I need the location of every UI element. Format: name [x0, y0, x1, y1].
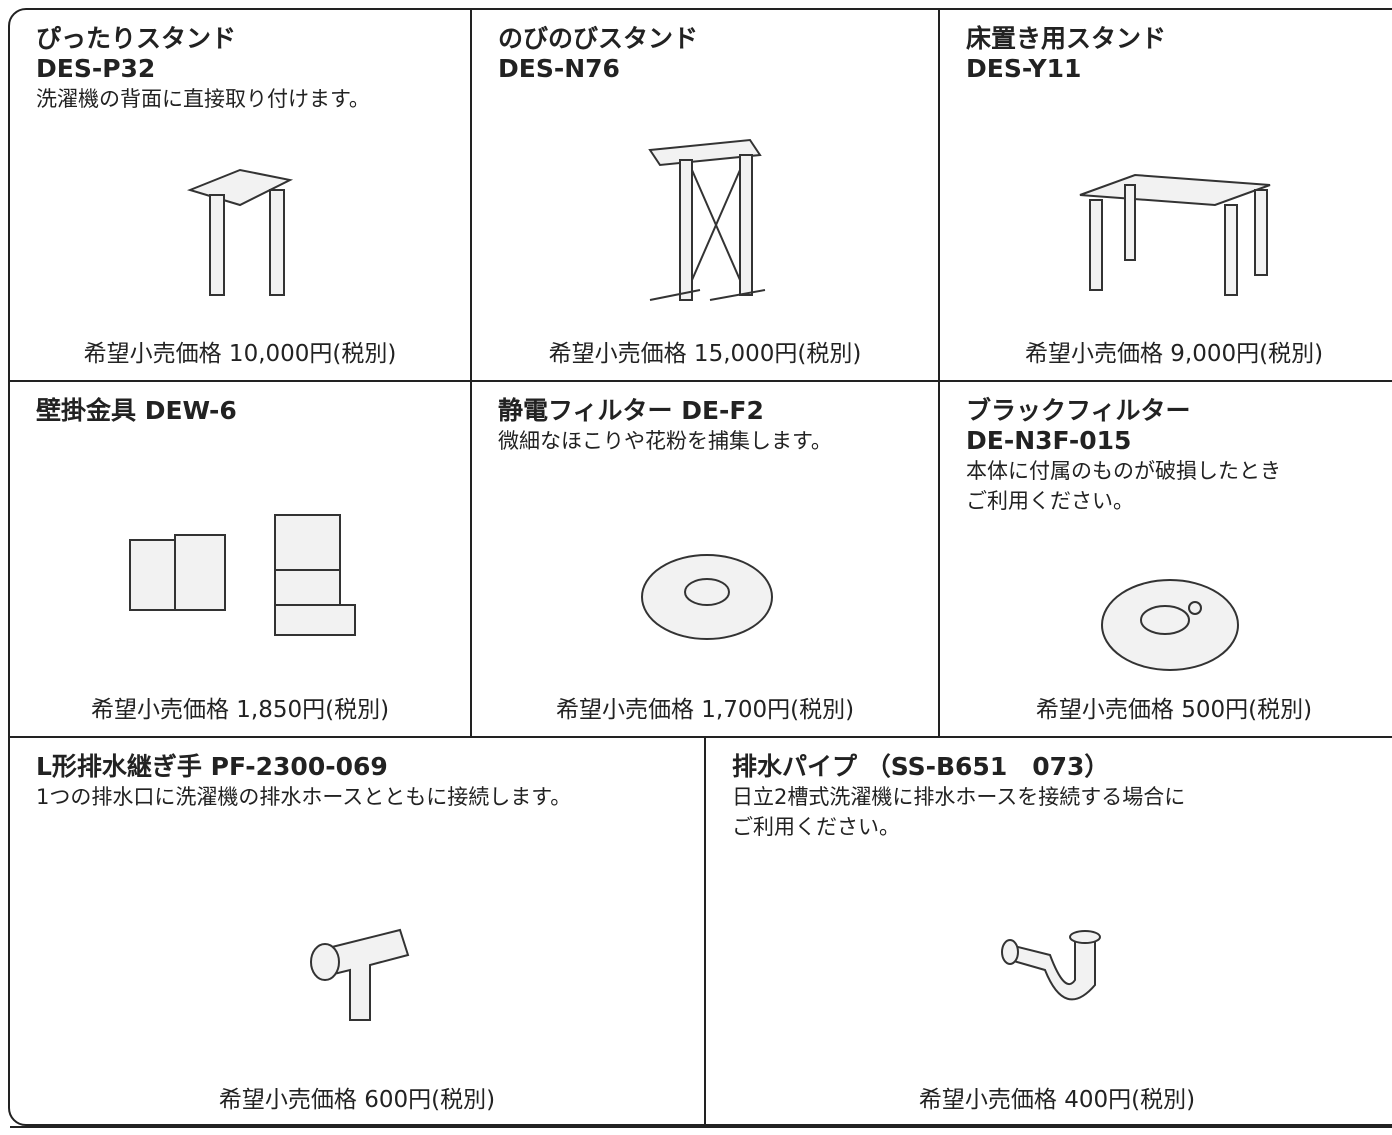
product-text: 壁掛金具 DEW-6 — [36, 396, 237, 426]
product-cell: ぴったりスタンド DES-P32 洗濯機の背面に直接取り付けます。希望小売価格 10… — [10, 10, 472, 382]
product-name: 静電フィルター DE-F2 — [498, 396, 764, 425]
product-description: ご利用ください。 — [966, 489, 1134, 513]
product-description: 微細なほこりや花粉を捕集します。 — [498, 429, 832, 453]
product-price: 希望小売価格 400円(税別) — [918, 1087, 1196, 1113]
product-name: ブラックフィルター — [966, 396, 1191, 425]
product-price: 希望小売価格 600円(税別) — [218, 1087, 496, 1113]
product-name: 床置き用スタンド — [966, 24, 1167, 53]
product-price: 希望小売価格 15,000円(税別) — [548, 341, 862, 367]
product-illustration — [648, 138, 766, 301]
product-cell: 壁掛金具 DEW-6 希望小売価格 1,850円(税別) — [10, 382, 472, 738]
product-cell: L形排水継ぎ手 PF-2300-069 1つの排水口に洗濯機の排水ホースとともに接… — [10, 738, 706, 1128]
product-name: ぴったりスタンド — [36, 24, 237, 53]
product-illustration — [1101, 579, 1239, 671]
product-text: 排水パイプ （SS-B651 073） 日立2槽式洗濯機に排水ホースを接続する場合… — [732, 752, 1185, 842]
product-text: のびのびスタンド DES-N76 — [498, 24, 698, 84]
frame — [8, 8, 1392, 1126]
product-price: 希望小売価格 1,700円(税別) — [555, 697, 855, 723]
product-illustration — [129, 514, 356, 636]
product-text: ぴったりスタンド DES-P32 洗濯機の背面に直接取り付けます。 — [36, 24, 370, 114]
product-illustration — [1001, 930, 1101, 1001]
product-name: DES-P32 — [36, 54, 156, 83]
product-description: 日立2槽式洗濯機に排水ホースを接続する場合に — [732, 785, 1186, 809]
product-name: L形排水継ぎ手 PF-2300-069 — [36, 752, 388, 781]
product-name: DES-N76 — [498, 54, 620, 83]
product-illustration — [310, 928, 410, 1021]
product-illustration — [186, 168, 294, 296]
product-text: L形排水継ぎ手 PF-2300-069 1つの排水口に洗濯機の排水ホースとともに接… — [36, 752, 571, 812]
product-text: ブラックフィルター DE-N3F-015 本体に付属のものが破損したとき ご利用くださ… — [966, 396, 1281, 516]
product-text: 静電フィルター DE-F2 微細なほこりや花粉を捕集します。 — [498, 396, 832, 456]
product-name: 排水パイプ （SS-B651 073） — [732, 752, 1110, 781]
product-price: 希望小売価格 1,850円(税別) — [90, 697, 390, 723]
product-price: 希望小売価格 10,000円(税別) — [83, 341, 397, 367]
product-description: ご利用ください。 — [732, 815, 900, 839]
product-price: 希望小売価格 500円(税別) — [1035, 697, 1313, 723]
product-cell: 排水パイプ （SS-B651 073） 日立2槽式洗濯機に排水ホースを接続する場合… — [706, 738, 1392, 1128]
product-cell: 静電フィルター DE-F2 微細なほこりや花粉を捕集します。希望小売価格 1,70… — [472, 382, 940, 738]
product-description: 本体に付属のものが破損したとき — [966, 459, 1281, 483]
product-description: 1つの排水口に洗濯機の排水ホースとともに接続します。 — [36, 785, 572, 809]
product-text: 床置き用スタンド DES-Y11 — [966, 24, 1166, 84]
product-name: DES-Y11 — [966, 54, 1082, 83]
product-illustration — [1079, 173, 1271, 296]
product-price: 希望小売価格 9,000円(税別) — [1024, 341, 1324, 367]
product-name: DE-N3F-015 — [966, 426, 1132, 455]
product-description: 洗濯機の背面に直接取り付けます。 — [36, 87, 370, 111]
product-name: 壁掛金具 DEW-6 — [36, 396, 237, 425]
product-cell: 床置き用スタンド DES-Y11 希望小売価格 9,000円(税別) — [940, 10, 1392, 382]
product-illustration — [641, 554, 773, 640]
product-name: のびのびスタンド — [498, 24, 699, 53]
product-cell: ブラックフィルター DE-N3F-015 本体に付属のものが破損したとき ご利用くださ… — [940, 382, 1392, 738]
product-cell: のびのびスタンド DES-N76 希望小売価格 15,000円(税別) — [472, 10, 940, 382]
